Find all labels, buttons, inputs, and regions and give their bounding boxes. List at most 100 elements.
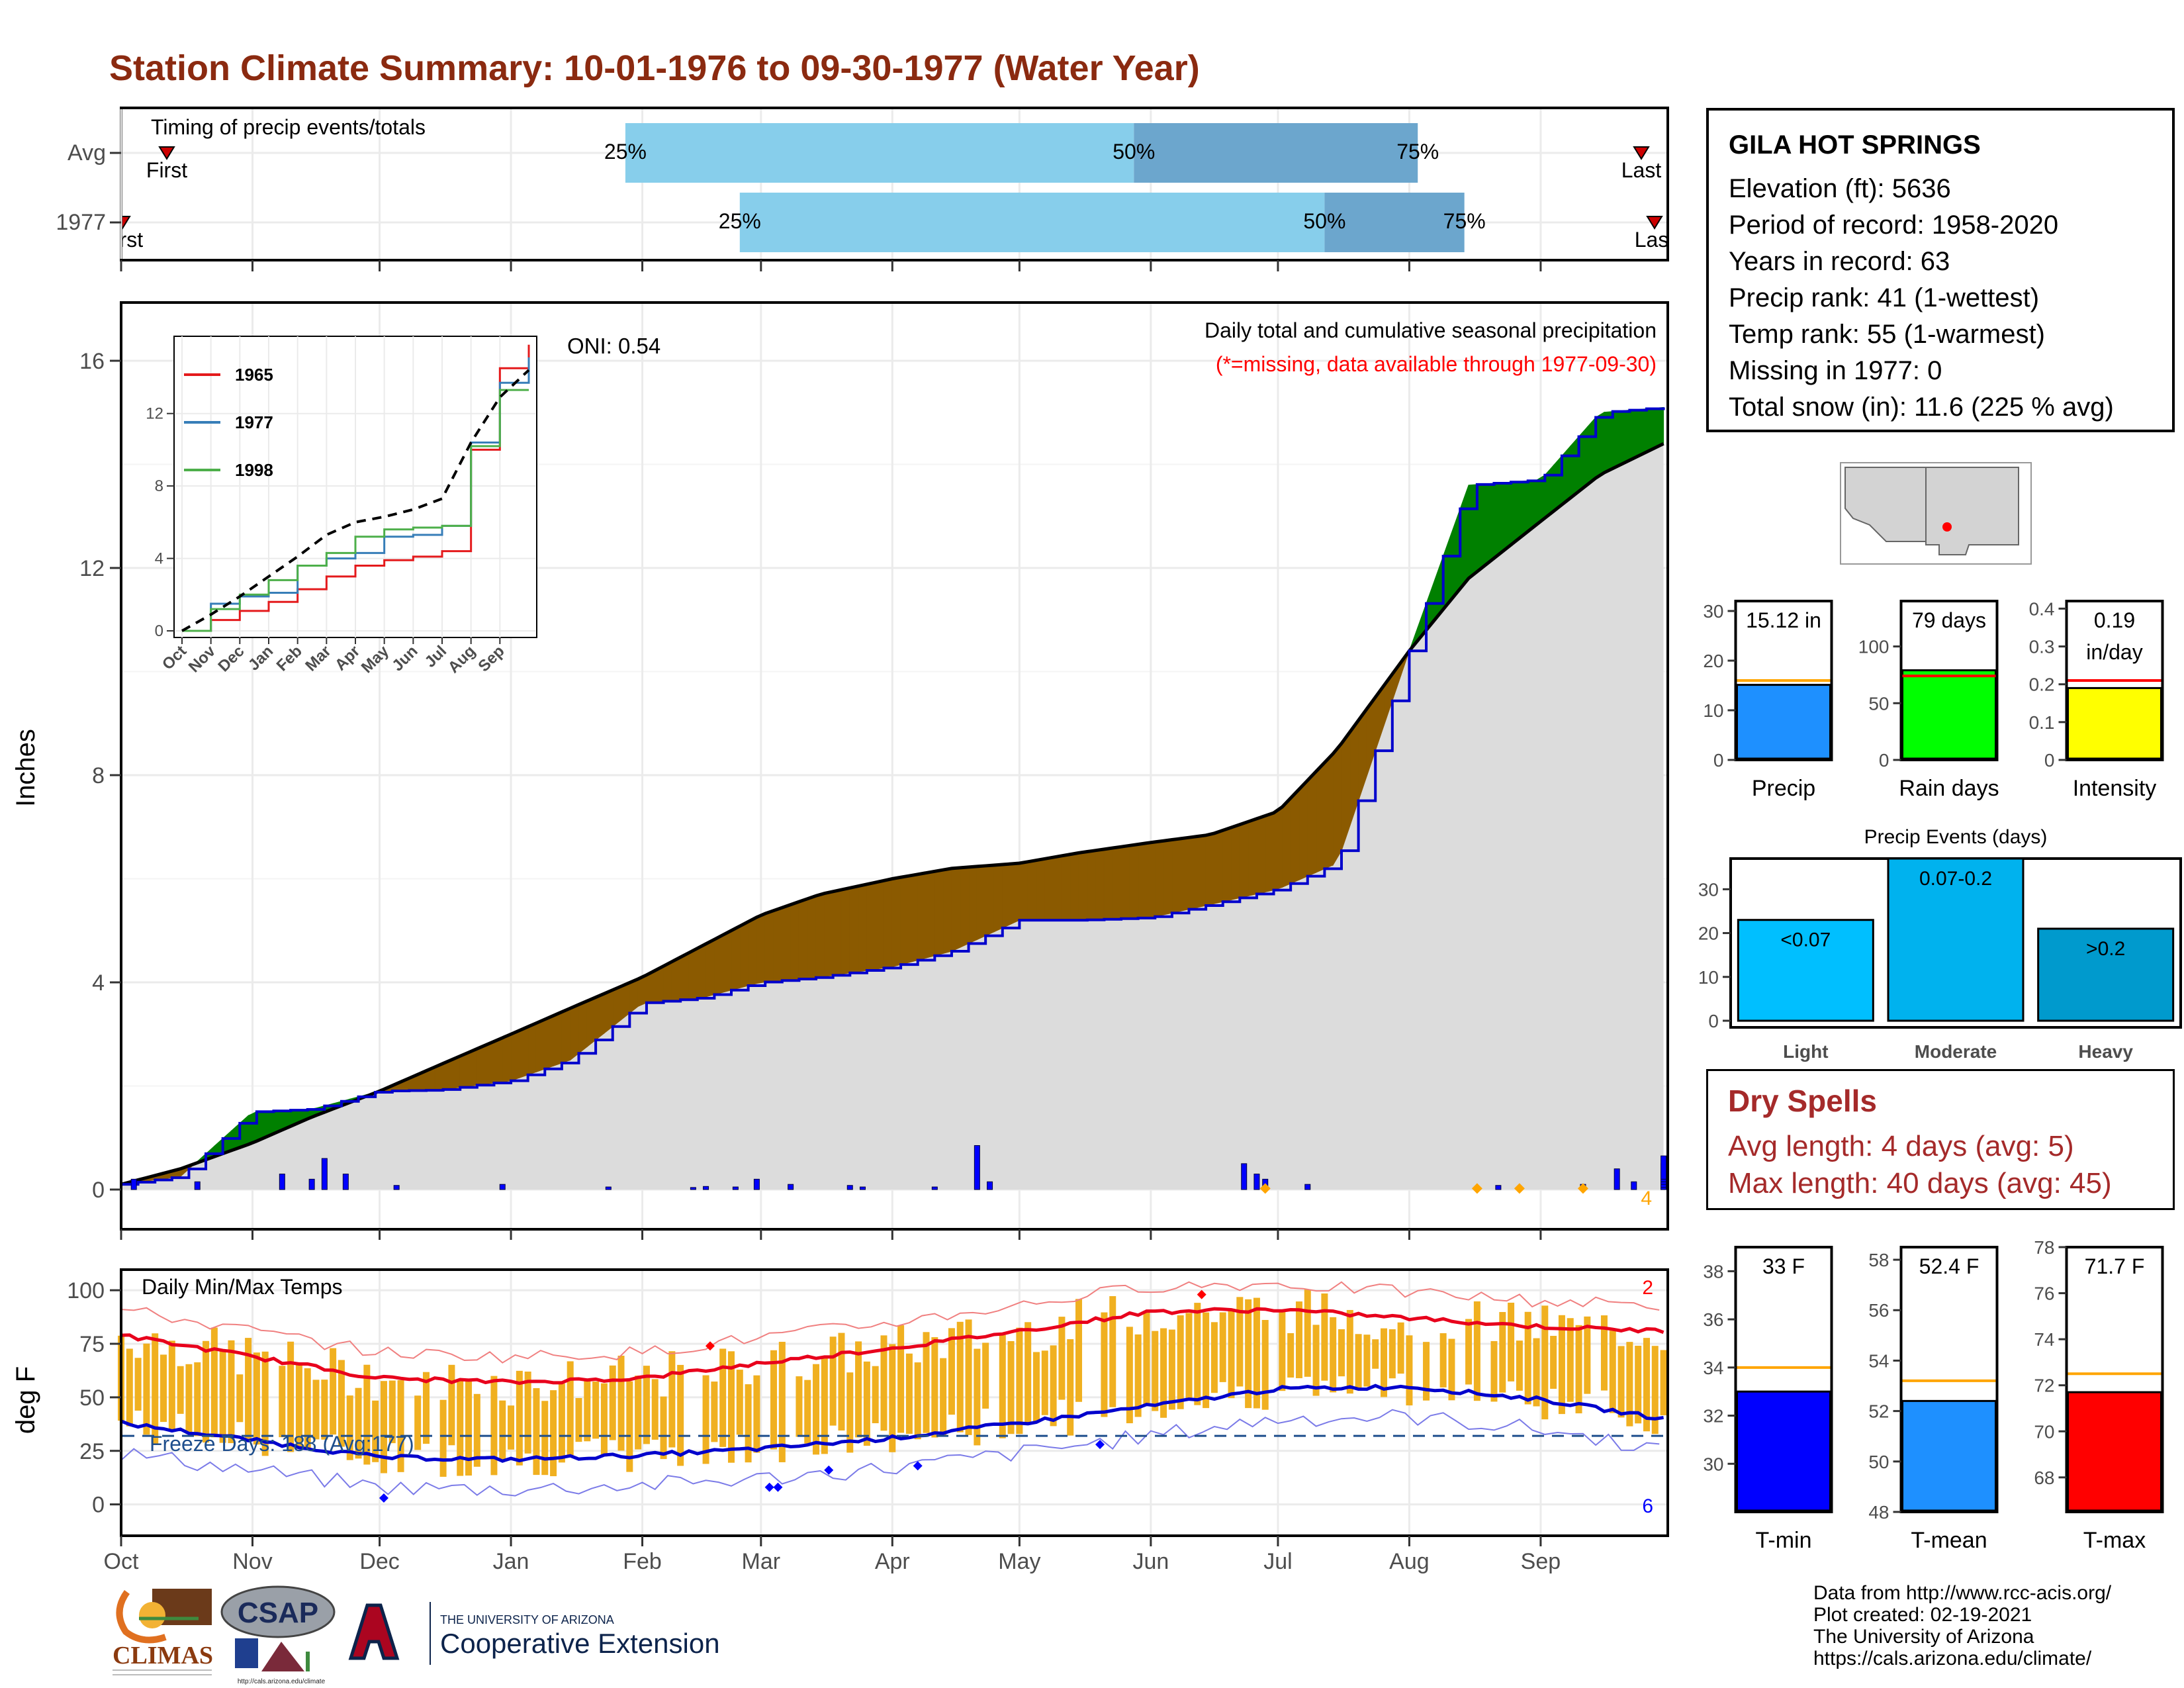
daily-temp-bar xyxy=(168,1340,175,1430)
inset-y-tick-label: 4 xyxy=(155,550,163,568)
daily-temp-bar xyxy=(677,1364,684,1466)
daily-temp-bar xyxy=(1160,1328,1167,1418)
precip-difference-fill xyxy=(510,1029,520,1082)
intensity-tick-label: 0.2 xyxy=(2029,675,2055,695)
events-bar-heavy xyxy=(2037,927,2175,1022)
precip-difference-fill xyxy=(764,910,774,982)
events-tick-label: 0 xyxy=(1708,1011,1719,1031)
precip-difference-fill xyxy=(798,898,808,980)
precip-difference-fill xyxy=(468,1048,478,1087)
temp-ylabel: deg F xyxy=(11,1366,40,1434)
precip-difference-fill xyxy=(722,929,732,993)
precip-difference-fill xyxy=(1290,788,1300,884)
daily-temp-bar xyxy=(185,1364,193,1434)
daily-temp-bar xyxy=(465,1382,473,1476)
daily-temp-bar xyxy=(287,1341,295,1452)
precip-difference-fill xyxy=(807,895,817,979)
daily-temp-bar xyxy=(1058,1317,1066,1400)
intensity-value-label: in/day xyxy=(2086,640,2142,664)
daily-precip-bar xyxy=(194,1181,201,1190)
month-tick-label: Mar xyxy=(742,1549,781,1574)
record-low-line xyxy=(120,1409,1660,1497)
daily-temp-bar xyxy=(863,1361,870,1446)
events-category-light: Light xyxy=(1783,1041,1828,1062)
precip-difference-fill xyxy=(942,868,952,955)
daily-temp-bar xyxy=(1152,1331,1159,1411)
precip-total-tick-label: 10 xyxy=(1703,700,1723,721)
daily-temp-bar xyxy=(177,1366,184,1414)
daily-precip-bar xyxy=(931,1186,938,1190)
precip-events-title: Precip Events (days) xyxy=(1864,826,2048,848)
daily-temp-bar xyxy=(1219,1312,1226,1382)
tmax-tick-label: 78 xyxy=(2034,1237,2054,1258)
daily-temp-bar xyxy=(152,1333,159,1444)
daily-precip-bar xyxy=(308,1178,315,1190)
daily-temp-bar xyxy=(1279,1309,1286,1391)
precip-difference-fill xyxy=(535,1019,545,1072)
precip-difference-fill xyxy=(875,880,884,970)
precip-difference-fill xyxy=(976,865,986,941)
month-tick-label: Apr xyxy=(875,1549,910,1574)
daily-temp-bar xyxy=(829,1336,837,1426)
daily-temp-bar xyxy=(923,1332,930,1433)
precip-difference-fill xyxy=(1273,806,1283,891)
precip-difference-fill xyxy=(527,1022,537,1076)
precip-difference-fill xyxy=(1120,845,1130,919)
precip-difference-fill xyxy=(1112,846,1122,919)
precip-difference-fill xyxy=(909,874,919,963)
daily-precip-bar xyxy=(1661,1187,1667,1190)
precip-difference-fill xyxy=(612,986,622,1027)
daily-temp-bar xyxy=(1321,1293,1328,1381)
daily-temp-bar xyxy=(1330,1317,1337,1393)
daily-temp-bar xyxy=(821,1356,828,1454)
precip-difference-fill xyxy=(1544,464,1554,519)
daily-temp-bar xyxy=(346,1395,353,1460)
intensity-bar xyxy=(2067,686,2162,760)
daily-temp-bar xyxy=(1007,1340,1015,1434)
daily-temp-bar xyxy=(626,1381,633,1472)
month-tick-label: Jan xyxy=(493,1549,529,1574)
svg-text:THE UNIVERSITY OF ARIZONA: THE UNIVERSITY OF ARIZONA xyxy=(440,1613,614,1626)
daily-temp-bar xyxy=(948,1328,955,1415)
tmean-bar xyxy=(1901,1399,1997,1512)
precip-difference-fill xyxy=(1222,827,1232,902)
temp-count-top: 2 xyxy=(1642,1277,1653,1299)
daily-temp-bar xyxy=(1609,1331,1616,1413)
daily-temp-bar xyxy=(1126,1327,1133,1424)
rain-days-category-label: Rain days xyxy=(1899,776,1999,801)
precip-y-tick-label: 16 xyxy=(79,349,105,374)
daily-temp-bar xyxy=(524,1371,531,1454)
daily-temp-bar xyxy=(1185,1313,1193,1401)
temp-record-marker xyxy=(824,1465,834,1475)
record-high-line xyxy=(120,1281,1660,1364)
intensity-value-label: 0.19 xyxy=(2094,608,2135,632)
tmean-tick-label: 56 xyxy=(1868,1300,1889,1321)
daily-temp-bar xyxy=(1101,1312,1108,1417)
dry-spells-avg: Avg length: 4 days (avg: 5) xyxy=(1728,1130,2074,1162)
precip-difference-fill xyxy=(688,947,698,1000)
precip-difference-fill xyxy=(1053,855,1062,921)
daily-temp-bar xyxy=(846,1372,854,1453)
timing-label-25: 25% xyxy=(719,209,761,233)
daily-temp-bar xyxy=(550,1390,557,1477)
daily-temp-bar xyxy=(380,1381,387,1474)
daily-precip-bar xyxy=(846,1185,853,1190)
daily-temp-bar xyxy=(210,1327,218,1438)
rain-days-tick-label: 0 xyxy=(1879,750,1889,771)
daily-temp-bar xyxy=(1643,1338,1650,1432)
precip-difference-fill xyxy=(739,921,749,989)
daily-temp-bar xyxy=(1558,1315,1565,1415)
precip-difference-fill xyxy=(866,882,876,971)
precip-difference-fill xyxy=(782,904,792,981)
daily-temp-bar xyxy=(448,1364,455,1446)
precip-ylabel: Inches xyxy=(11,729,40,807)
timing-label-50: 50% xyxy=(1303,209,1345,233)
precip-frame xyxy=(120,301,1669,1231)
station-precip-rank: Precip rank: 41 (1-wettest) xyxy=(1729,283,2040,312)
precip-difference-fill xyxy=(993,864,1003,933)
precip-difference-fill xyxy=(1646,407,1656,453)
timing-bar-25-50 xyxy=(625,123,1134,183)
daily-temp-bar xyxy=(736,1370,743,1435)
dry-spells-title: Dry Spells xyxy=(1728,1084,1877,1118)
